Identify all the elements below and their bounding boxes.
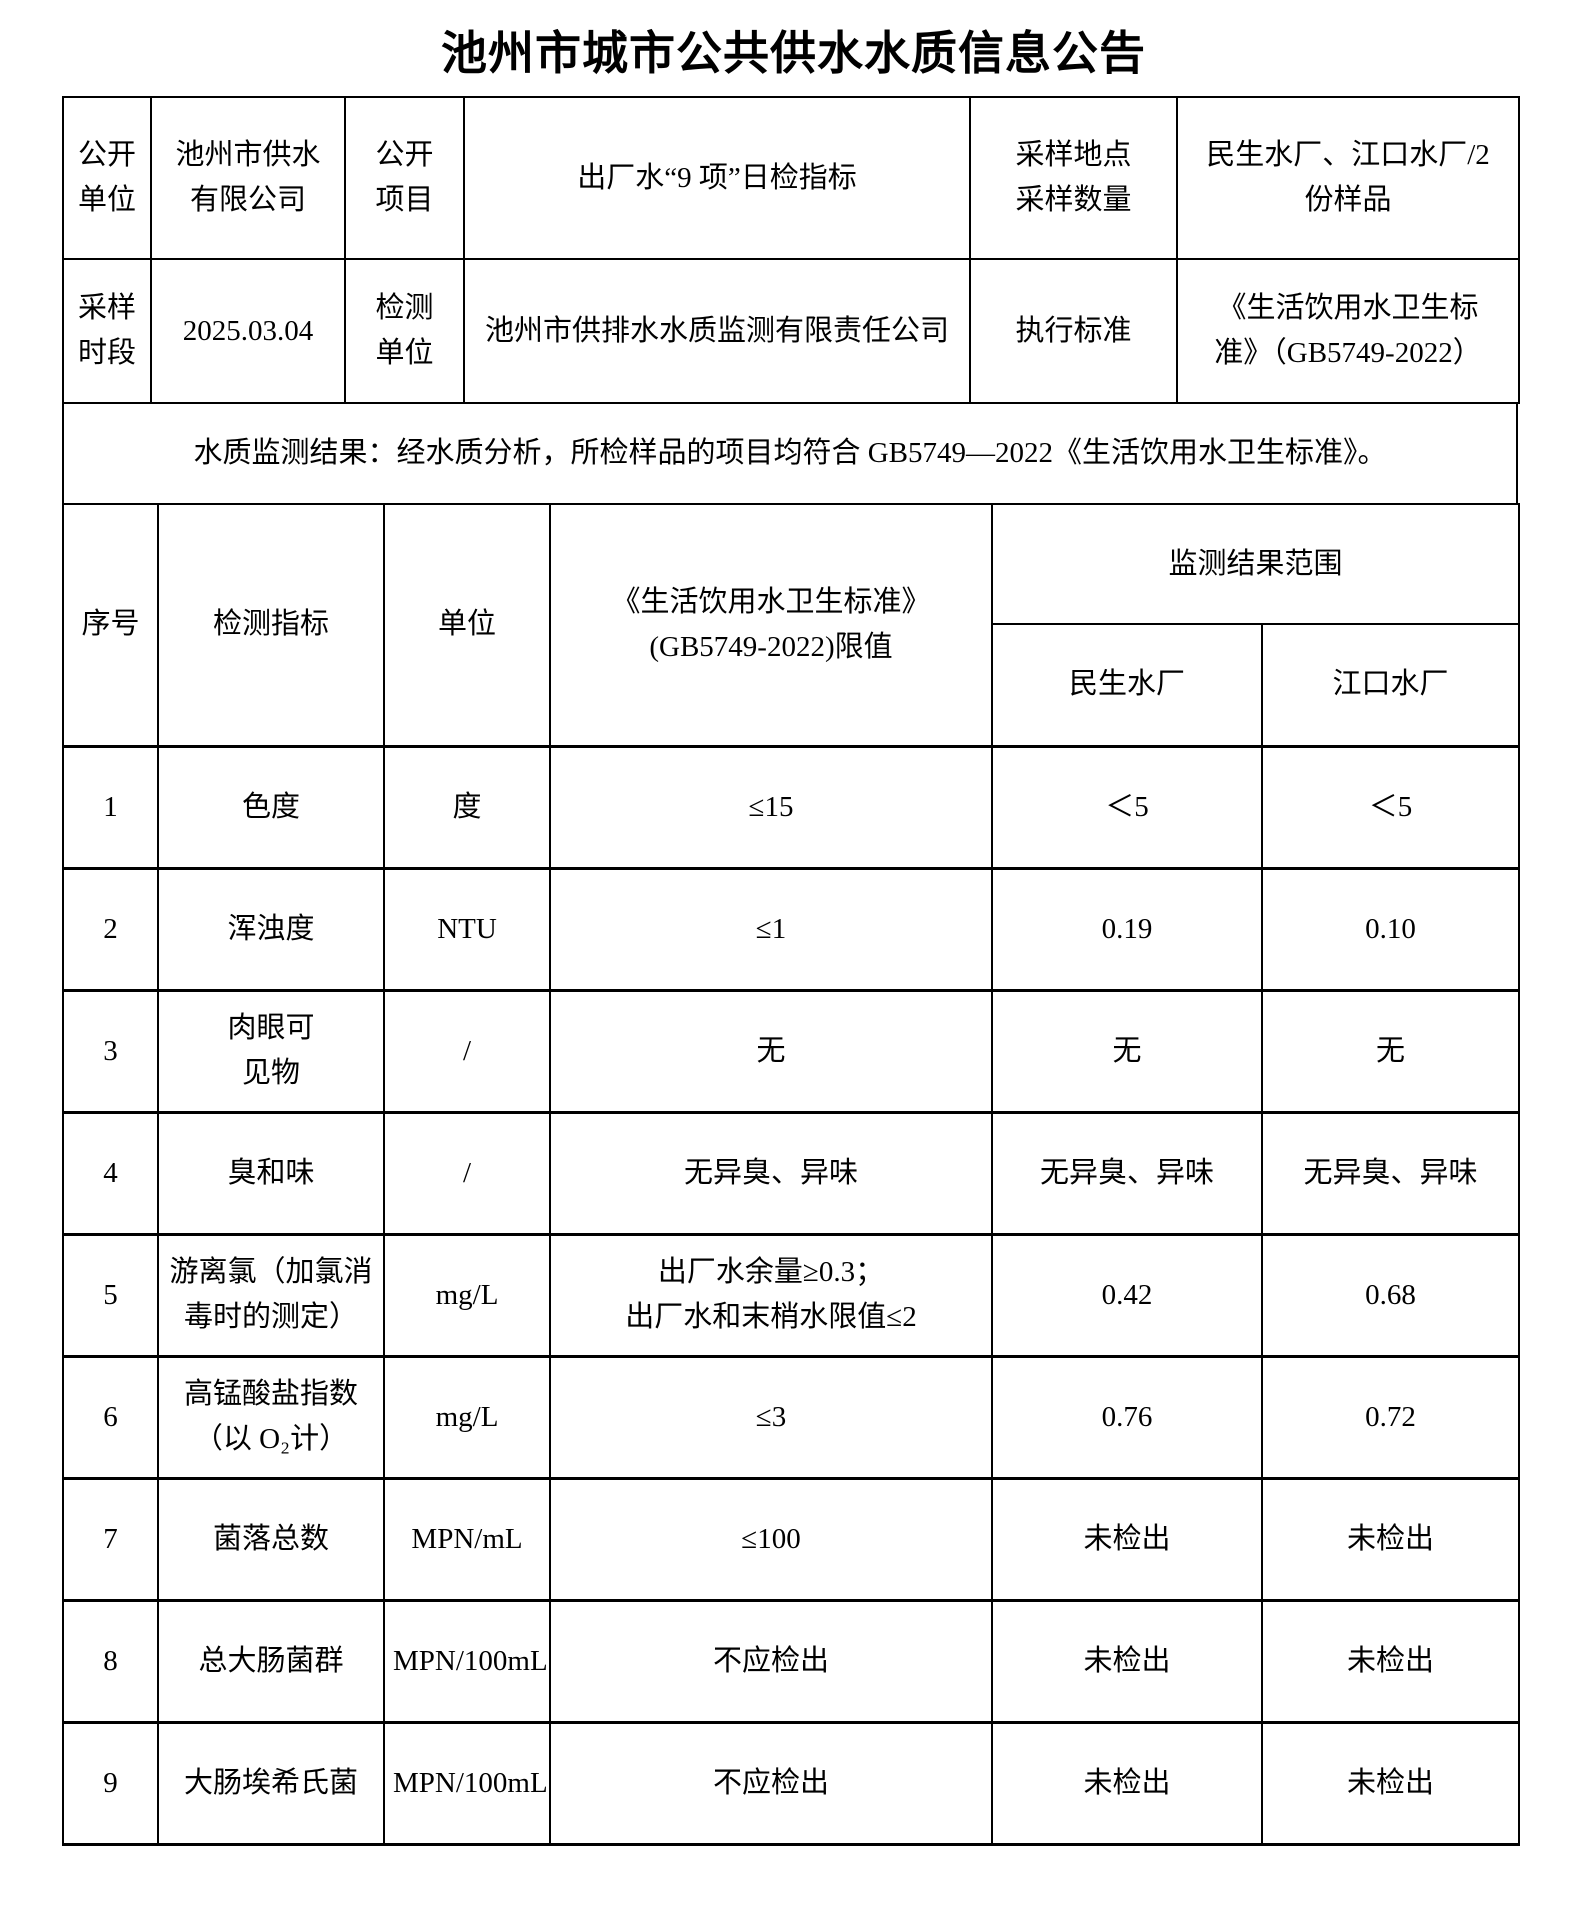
limit-cell: ≤100 bbox=[549, 1476, 993, 1602]
standard-value: 《生活饮用水卫生标 准》（GB5749-2022） bbox=[1176, 258, 1520, 404]
period-label: 采样 时段 bbox=[62, 258, 152, 404]
jiangkou-result-cell: 未检出 bbox=[1260, 1476, 1521, 1602]
jiangkou-result-cell: 未检出 bbox=[1260, 1598, 1521, 1724]
table-row: 1 色度度 ≤15 ＜5 ＜5 bbox=[62, 744, 1521, 870]
unit-cell: MPN/mL bbox=[383, 1476, 551, 1602]
open-unit-value: 池州市供水 有限公司 bbox=[150, 96, 346, 260]
header-limit: 《生活饮用水卫生标准》 (GB5749-2022)限值 bbox=[549, 503, 993, 747]
sampling-value: 民生水厂、江口水厂/2 份样品 bbox=[1176, 96, 1520, 260]
info-row-1: 公开 单位 池州市供水 有限公司 公开 项目 出厂水“9 项”日检指标 采样地点… bbox=[62, 96, 1520, 260]
minsheng-result-cell: 0.76 bbox=[991, 1354, 1263, 1480]
jiangkou-result-cell: 0.10 bbox=[1260, 866, 1521, 992]
header-indicator: 检测指标 bbox=[157, 503, 385, 747]
results-header-row-1: 序号 检测指标 单位 《生活饮用水卫生标准》 (GB5749-2022)限值 监… bbox=[62, 503, 1521, 747]
header-result-range: 监测结果范围 bbox=[990, 503, 1521, 625]
row-no: 3 bbox=[62, 988, 159, 1114]
row-no: 1 bbox=[62, 744, 159, 870]
table-row: 6 高锰酸盐指数 （以 O₂计） mg/L ≤3 0.76 0.72 bbox=[62, 1354, 1521, 1480]
indicator-cell: 游离氯（加氯消 毒时的测定） bbox=[157, 1232, 385, 1358]
unit-cell: MPN/100mL bbox=[383, 1720, 551, 1846]
unit-cell: 度 bbox=[383, 744, 551, 870]
results-body: 1 色度度 ≤15 ＜5 ＜5 2 浑浊度 NTU ≤1 0.19 0.10 3 肉眼可 见物 / 无无无 4… bbox=[62, 744, 1521, 1846]
unit-cell: MPN/100mL bbox=[383, 1598, 551, 1724]
row-no: 5 bbox=[62, 1232, 159, 1358]
indicator-cell: 臭和味 bbox=[157, 1110, 385, 1236]
limit-cell: 无异臭、异味 bbox=[549, 1110, 993, 1236]
table-row: 9 大肠埃希氏菌 MPN/100mL 不应检出 未检出 未检出 bbox=[62, 1720, 1521, 1846]
indicator-cell: 色度 bbox=[157, 744, 385, 870]
jiangkou-result-cell: 0.68 bbox=[1260, 1232, 1521, 1358]
row-no: 2 bbox=[62, 866, 159, 992]
info-table: 公开 单位 池州市供水 有限公司 公开 项目 出厂水“9 项”日检指标 采样地点… bbox=[62, 96, 1520, 404]
unit-cell: NTU bbox=[383, 866, 551, 992]
minsheng-result-cell: 0.19 bbox=[991, 866, 1263, 992]
indicator-cell: 大肠埃希氏菌 bbox=[157, 1720, 385, 1846]
test-unit-label: 检测 单位 bbox=[344, 258, 465, 404]
table-row: 7 菌落总数 MPN/mL ≤100 未检出 未检出 bbox=[62, 1476, 1521, 1602]
row-no: 8 bbox=[62, 1598, 159, 1724]
indicator-cell: 肉眼可 见物 bbox=[157, 988, 385, 1114]
note-table: 水质监测结果：经水质分析，所检样品的项目均符合 GB5749—2022《生活饮用… bbox=[62, 402, 1518, 505]
minsheng-result-cell: ＜5 bbox=[991, 744, 1263, 870]
limit-cell: ≤1 bbox=[549, 866, 993, 992]
document-body: 公开 单位 池州市供水 有限公司 公开 项目 出厂水“9 项”日检指标 采样地点… bbox=[62, 96, 1521, 1846]
limit-cell: 不应检出 bbox=[549, 1598, 993, 1724]
unit-cell: / bbox=[383, 988, 551, 1114]
jiangkou-result-cell: ＜5 bbox=[1260, 744, 1521, 870]
limit-cell: 不应检出 bbox=[549, 1720, 993, 1846]
period-value: 2025.03.04 bbox=[150, 258, 346, 404]
header-unit: 单位 bbox=[383, 503, 551, 747]
minsheng-result-cell: 无异臭、异味 bbox=[991, 1110, 1263, 1236]
table-row: 8 总大肠菌群 MPN/100mL 不应检出 未检出 未检出 bbox=[62, 1598, 1521, 1724]
jiangkou-result-cell: 无异臭、异味 bbox=[1260, 1110, 1521, 1236]
table-row: 2 浑浊度 NTU ≤1 0.19 0.10 bbox=[62, 866, 1521, 992]
unit-cell: / bbox=[383, 1110, 551, 1236]
indicator-cell: 高锰酸盐指数 （以 O₂计） bbox=[157, 1354, 385, 1480]
unit-cell: mg/L bbox=[383, 1354, 551, 1480]
note-row: 水质监测结果：经水质分析，所检样品的项目均符合 GB5749—2022《生活饮用… bbox=[62, 402, 1518, 505]
table-row: 5 游离氯（加氯消 毒时的测定） mg/L 出厂水余量≥0.3； 出厂水和末梢水限值≤… bbox=[62, 1232, 1521, 1358]
unit-cell: mg/L bbox=[383, 1232, 551, 1358]
open-item-value: 出厂水“9 项”日检指标 bbox=[463, 96, 971, 260]
jiangkou-result-cell: 0.72 bbox=[1260, 1354, 1521, 1480]
info-row-2: 采样 时段 2025.03.04 检测 单位 池州市供排水水质监测有限责任公司 … bbox=[62, 258, 1520, 404]
limit-cell: 无 bbox=[549, 988, 993, 1114]
table-row: 4 臭和味 / 无异臭、异味 无异臭、异味 无异臭、异味 bbox=[62, 1110, 1521, 1236]
note-text: 水质监测结果：经水质分析，所检样品的项目均符合 GB5749—2022《生活饮用… bbox=[62, 402, 1518, 505]
minsheng-result-cell: 未检出 bbox=[991, 1598, 1263, 1724]
page-title: 池州市城市公共供水水质信息公告 bbox=[441, 28, 1146, 79]
header-plant-jiangkou: 江口水厂 bbox=[1260, 623, 1521, 747]
row-no: 4 bbox=[62, 1110, 159, 1236]
standard-label: 执行标准 bbox=[969, 258, 1178, 404]
minsheng-result-cell: 未检出 bbox=[991, 1720, 1263, 1846]
row-no: 9 bbox=[62, 1720, 159, 1846]
open-unit-label: 公开 单位 bbox=[62, 96, 152, 260]
header-plant-minsheng: 民生水厂 bbox=[991, 623, 1263, 747]
indicator-cell: 菌落总数 bbox=[157, 1476, 385, 1602]
minsheng-result-cell: 无 bbox=[991, 988, 1263, 1114]
table-row: 3 肉眼可 见物 / 无无无 bbox=[62, 988, 1521, 1114]
results-header-row-2: 民生水厂 江口水厂 bbox=[63, 623, 1521, 747]
minsheng-result-cell: 未检出 bbox=[991, 1476, 1263, 1602]
results-table: 序号 检测指标 单位 《生活饮用水卫生标准》 (GB5749-2022)限值 监… bbox=[62, 503, 1521, 1846]
jiangkou-result-cell: 无 bbox=[1260, 988, 1521, 1114]
limit-cell: ≤3 bbox=[549, 1354, 993, 1480]
sampling-label: 采样地点 采样数量 bbox=[969, 96, 1178, 260]
test-unit-value: 池州市供排水水质监测有限责任公司 bbox=[463, 258, 971, 404]
limit-cell: 出厂水余量≥0.3； 出厂水和末梢水限值≤2 bbox=[549, 1232, 993, 1358]
open-item-label: 公开 项目 bbox=[344, 96, 465, 260]
row-no: 7 bbox=[62, 1476, 159, 1602]
indicator-cell: 总大肠菌群 bbox=[157, 1598, 385, 1724]
minsheng-result-cell: 0.42 bbox=[991, 1232, 1263, 1358]
jiangkou-result-cell: 未检出 bbox=[1260, 1720, 1521, 1846]
header-no: 序号 bbox=[62, 503, 159, 747]
limit-cell: ≤15 bbox=[549, 744, 993, 870]
indicator-cell: 浑浊度 bbox=[157, 866, 385, 992]
row-no: 6 bbox=[62, 1354, 159, 1480]
